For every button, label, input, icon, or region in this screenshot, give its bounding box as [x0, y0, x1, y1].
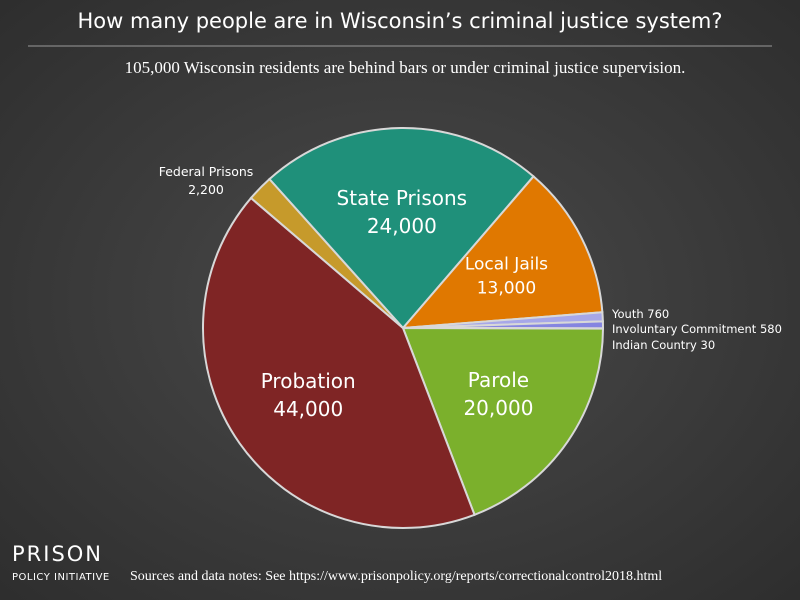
slice-label: Youth 760: [611, 307, 669, 321]
slice-label: State Prisons: [337, 186, 468, 210]
subtitle: 105,000 Wisconsin residents are behind b…: [125, 58, 686, 77]
slice-label: Probation: [261, 369, 356, 393]
slice-value: 20,000: [463, 396, 533, 420]
source-note: Sources and data notes: See https://www.…: [130, 569, 662, 584]
slice-label-name: Youth: [611, 307, 644, 321]
slice-label-name: Involuntary Commitment: [612, 322, 757, 336]
pie-slice: [249, 177, 404, 329]
pie-slice: [400, 175, 604, 330]
pie-slice: [268, 127, 535, 330]
slice-label: Federal Prisons: [159, 164, 254, 179]
pie-slice: [202, 196, 476, 529]
slice-label-value: 580: [760, 322, 782, 336]
logo-line2: POLICY INITIATIVE: [12, 572, 110, 583]
slice-value: 2,200: [188, 182, 224, 197]
slice-label: Involuntary Commitment 580: [612, 322, 782, 336]
slice-value: 13,000: [477, 278, 536, 298]
slice-label-value: 30: [701, 338, 716, 352]
slice-label: Local Jails: [465, 255, 548, 275]
pie-slice: [401, 326, 605, 517]
slice-label-value: 760: [647, 307, 669, 321]
logo-line1: PRISON: [12, 542, 103, 566]
slice-value: 24,000: [367, 214, 437, 238]
slice-label-name: Indian Country: [612, 338, 697, 352]
chart-title: How many people are in Wisconsin’s crimi…: [77, 9, 722, 33]
slice-label: Parole: [468, 368, 529, 392]
slice-value: 44,000: [273, 397, 343, 421]
slice-label: Indian Country 30: [612, 338, 715, 352]
